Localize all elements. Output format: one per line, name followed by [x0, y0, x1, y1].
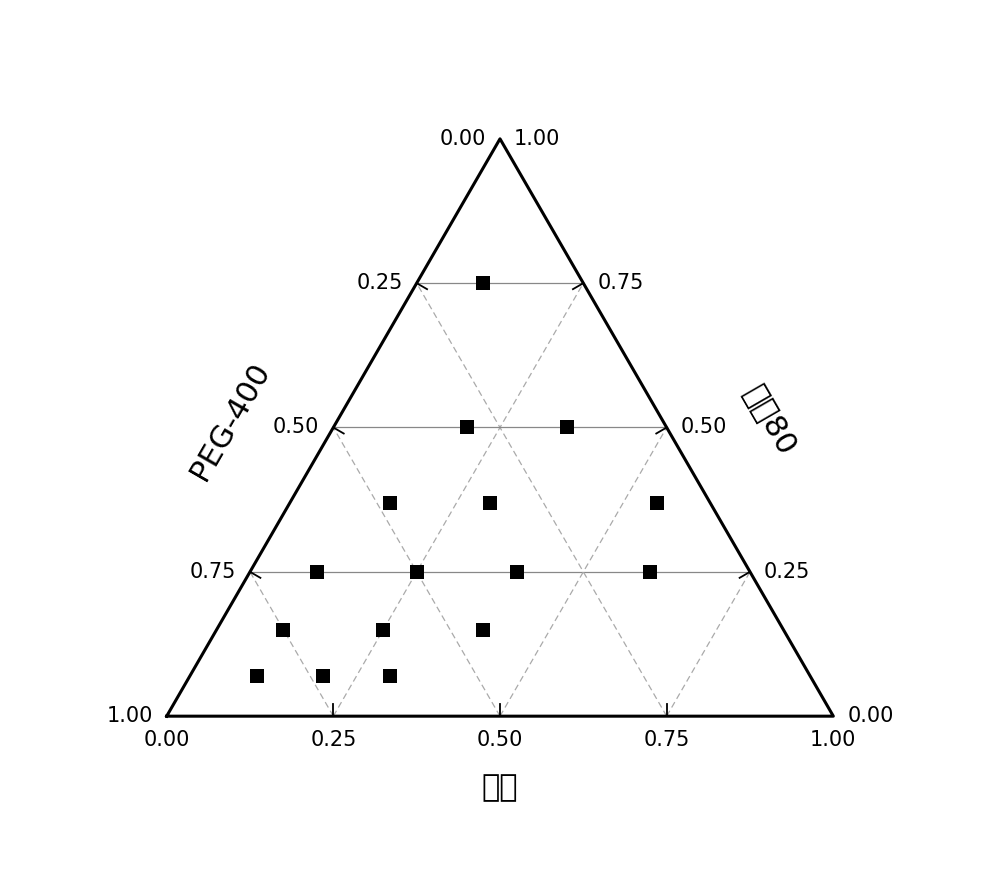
Text: 1.00: 1.00	[810, 730, 857, 750]
Text: 0.00: 0.00	[440, 129, 486, 149]
Point	[249, 668, 265, 682]
Text: 0.50: 0.50	[681, 417, 727, 438]
Point	[382, 495, 398, 509]
Point	[475, 623, 491, 637]
Text: 0.75: 0.75	[643, 730, 690, 750]
Text: 0.75: 0.75	[190, 562, 236, 582]
Point	[559, 421, 575, 435]
Text: 0.50: 0.50	[273, 417, 319, 438]
Point	[642, 565, 658, 579]
Point	[409, 565, 425, 579]
Point	[375, 623, 391, 637]
Text: PEG-400: PEG-400	[185, 357, 275, 485]
Text: 0.25: 0.25	[310, 730, 357, 750]
Text: 0.00: 0.00	[143, 730, 190, 750]
Text: 油相: 油相	[482, 773, 518, 802]
Text: 0.00: 0.00	[847, 706, 894, 726]
Text: 0.25: 0.25	[764, 562, 810, 582]
Text: 吐温80: 吐温80	[739, 381, 801, 461]
Text: 1.00: 1.00	[106, 706, 153, 726]
Point	[649, 495, 665, 509]
Point	[382, 668, 398, 682]
Text: 0.75: 0.75	[597, 273, 644, 293]
Text: 1.00: 1.00	[514, 129, 560, 149]
Point	[482, 495, 498, 509]
Point	[309, 565, 325, 579]
Point	[275, 623, 291, 637]
Text: 0.50: 0.50	[477, 730, 523, 750]
Point	[459, 421, 475, 435]
Text: 0.25: 0.25	[356, 273, 403, 293]
Point	[509, 565, 525, 579]
Point	[315, 668, 331, 682]
Point	[475, 276, 491, 290]
